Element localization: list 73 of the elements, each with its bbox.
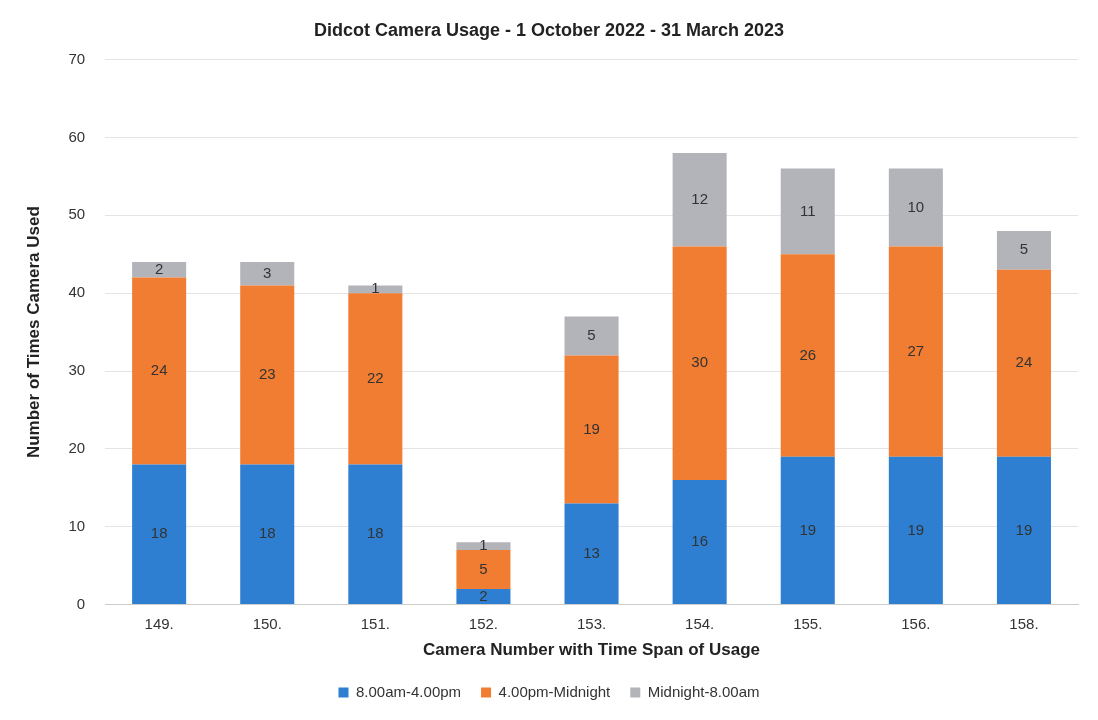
bar <box>456 550 511 590</box>
x-tick-label: 149. <box>144 614 174 632</box>
bar <box>564 316 619 356</box>
x-tick-label: 154. <box>685 614 715 632</box>
legend-label: Midnight-8.00am <box>647 682 760 700</box>
data-label: 5 <box>479 559 488 577</box>
bar <box>888 456 943 605</box>
data-label: 13 <box>583 543 600 561</box>
data-label: 19 <box>1015 520 1033 538</box>
y-tick-label: 20 <box>68 439 86 457</box>
bar <box>240 464 295 605</box>
data-label: 2 <box>479 586 488 604</box>
x-tick-label: 158. <box>1009 614 1039 632</box>
data-label: 19 <box>583 419 600 437</box>
bar <box>348 293 403 465</box>
data-label: 11 <box>799 201 816 219</box>
data-label: 10 <box>907 197 925 215</box>
y-tick-label: 50 <box>68 205 86 223</box>
y-tick-label: 0 <box>76 594 86 612</box>
y-tick-label: 10 <box>68 516 86 534</box>
y-tick-label: 30 <box>68 361 86 379</box>
data-label: 23 <box>258 365 276 383</box>
data-label: 5 <box>587 326 596 344</box>
x-tick-label: 151. <box>360 614 390 632</box>
x-tick-label: 152. <box>468 614 499 632</box>
bar <box>996 269 1051 457</box>
bar <box>564 355 619 504</box>
bar <box>672 153 727 247</box>
bar <box>348 464 403 605</box>
data-label: 24 <box>1015 353 1033 371</box>
bar <box>996 456 1051 605</box>
data-label: 24 <box>150 361 168 379</box>
data-label: 22 <box>367 368 384 386</box>
x-tick-label: 153. <box>576 614 607 632</box>
data-label: 5 <box>1019 240 1029 258</box>
bar <box>456 589 511 605</box>
bar <box>888 246 943 457</box>
legend-label: 4.00pm-Midnight <box>498 682 612 700</box>
x-tick-label: 150. <box>252 614 282 632</box>
bar <box>780 456 835 605</box>
data-label: 30 <box>691 353 708 371</box>
bar <box>132 277 187 465</box>
bar <box>240 262 295 286</box>
data-label: 18 <box>150 524 168 542</box>
data-label: 3 <box>263 263 272 281</box>
legend-label: 8.00am-4.00pm <box>356 682 462 700</box>
data-label: 26 <box>799 345 817 363</box>
y-tick-label: 40 <box>68 283 86 301</box>
data-label: 18 <box>367 524 384 542</box>
y-tick-label: 70 <box>68 49 86 67</box>
x-tick-label: 156. <box>901 614 931 632</box>
data-label: 12 <box>691 189 708 207</box>
chart-title: Didcot Camera Usage - 1 October 2022 - 31 March 2023 <box>313 19 785 40</box>
data-label: 19 <box>799 520 817 538</box>
bar <box>780 168 835 255</box>
y-tick-label: 60 <box>68 127 86 145</box>
bar <box>672 246 727 481</box>
bar <box>888 168 943 247</box>
bar <box>564 503 619 605</box>
bar <box>132 262 187 278</box>
x-axis-title: Camera Number with Time Span of Usage <box>423 640 761 660</box>
bar <box>996 230 1051 270</box>
data-label: 27 <box>907 341 925 359</box>
data-label: 19 <box>907 520 925 538</box>
y-axis-title: Number of Times Camera Used <box>23 206 43 459</box>
x-tick-label: 155. <box>793 614 823 632</box>
data-label: 2 <box>154 259 164 277</box>
bar <box>132 464 187 605</box>
bar <box>672 480 727 605</box>
data-label: 18 <box>258 524 276 542</box>
data-label: 16 <box>691 532 708 550</box>
bar <box>780 254 835 457</box>
bar <box>240 285 295 465</box>
